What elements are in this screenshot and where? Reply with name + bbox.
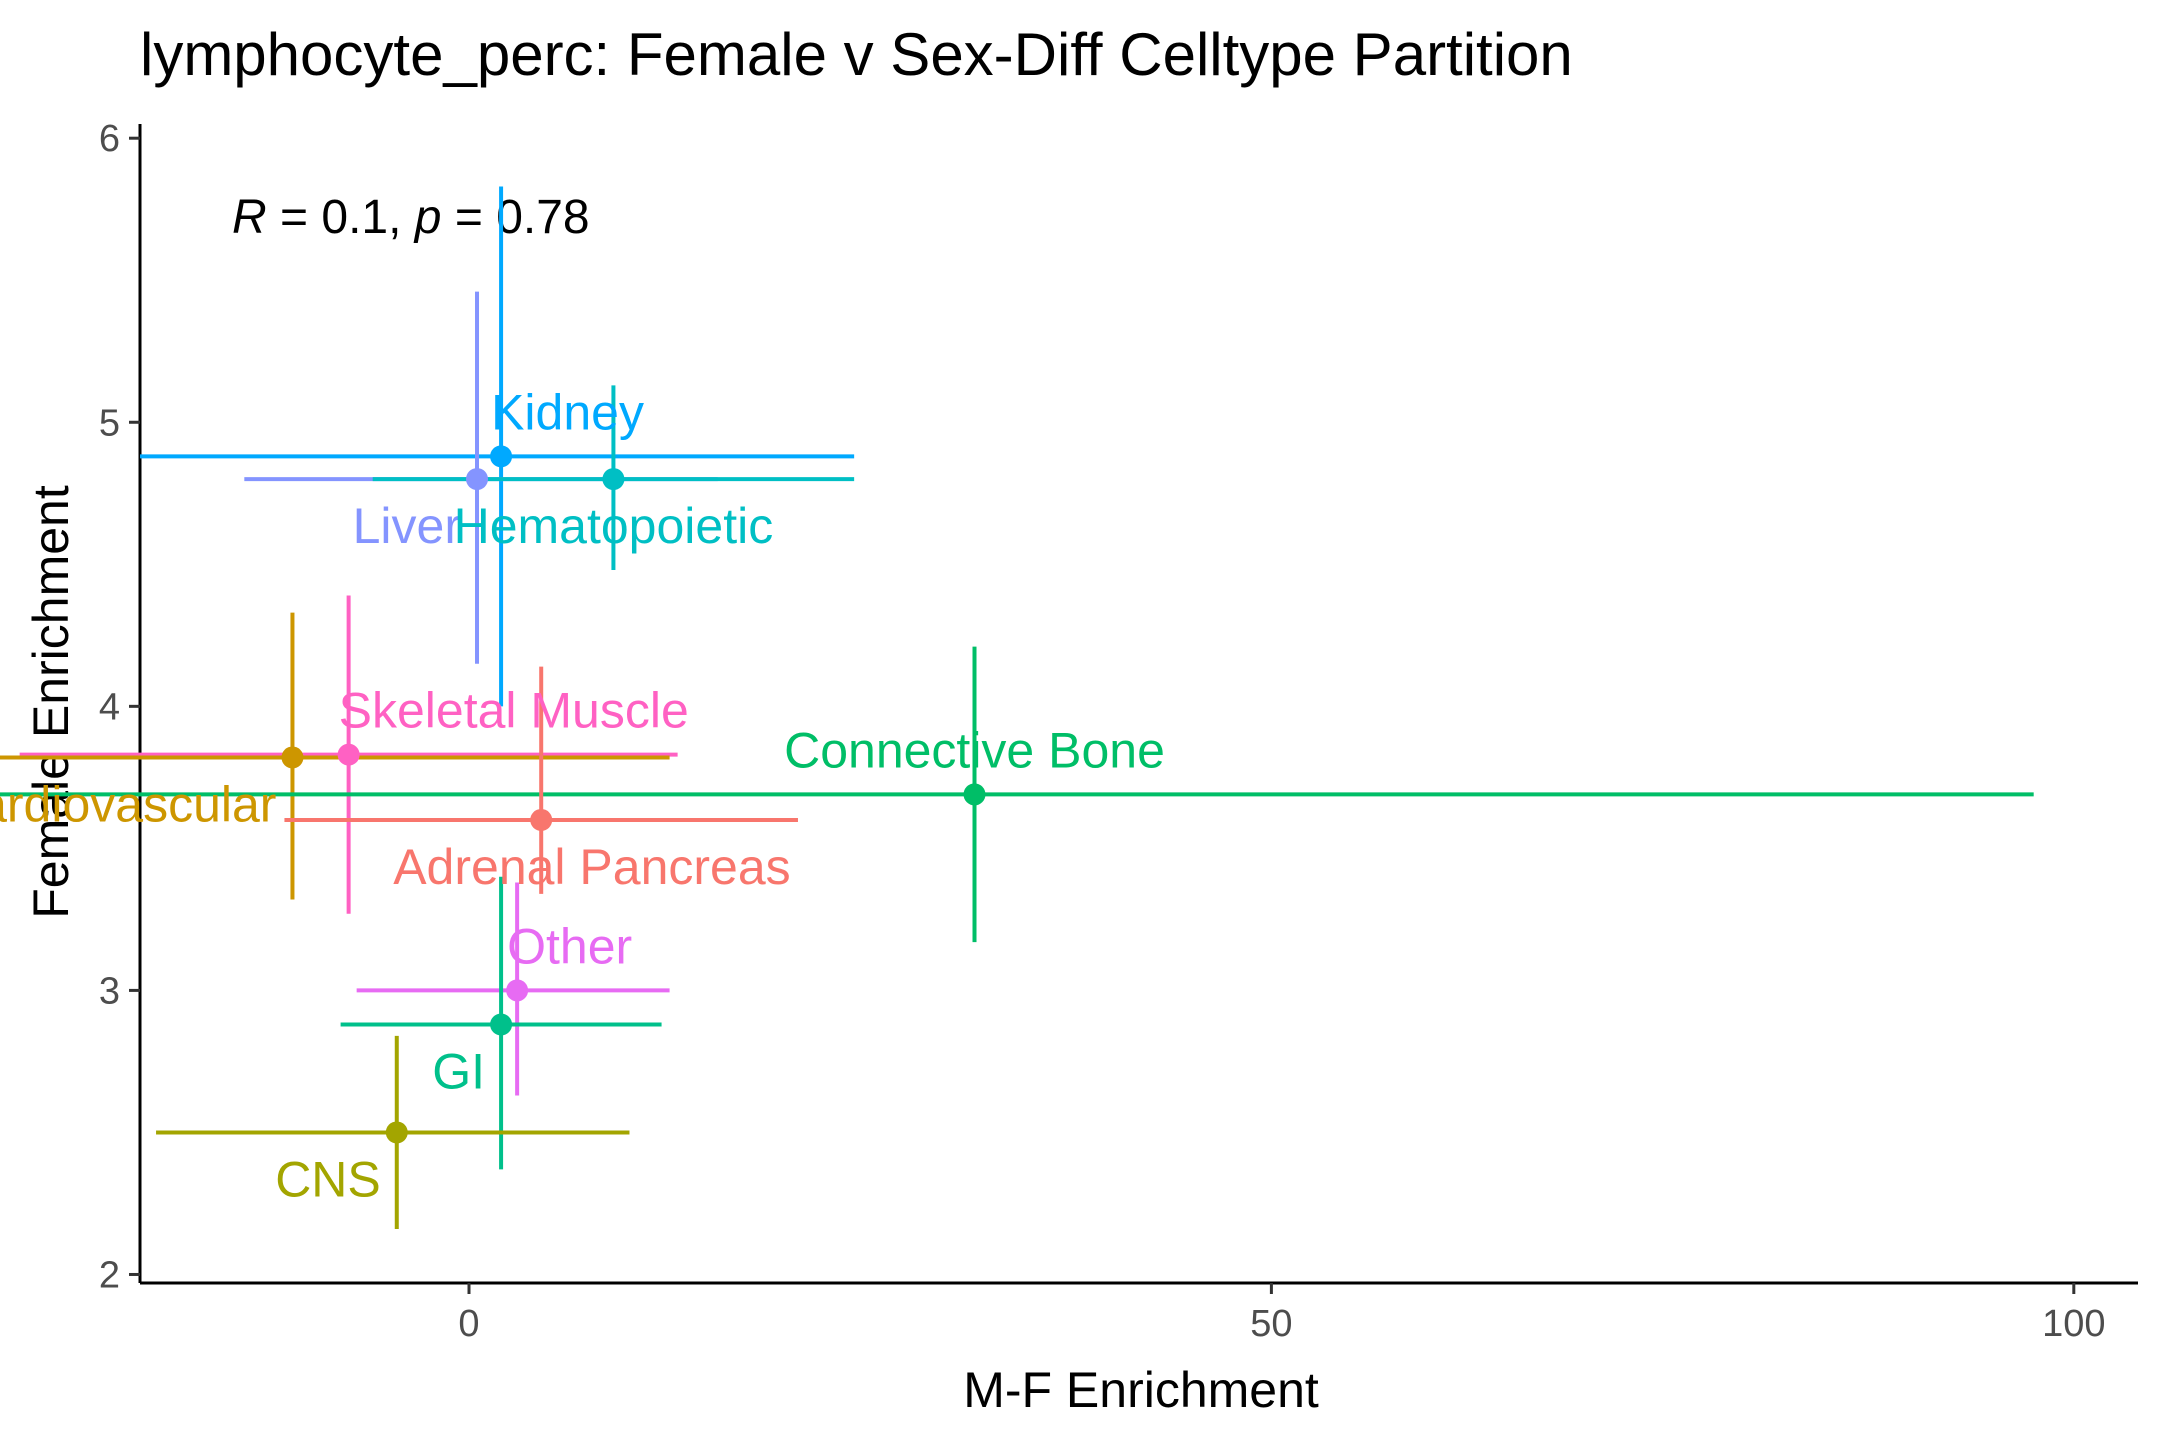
axes (138, 124, 2138, 1285)
hematopoietic-label: Hematopoietic (454, 498, 774, 554)
liver-point (466, 468, 489, 491)
cardiovascular-label: Cardiovascular (0, 776, 276, 832)
x-tick-label: 0 (458, 1303, 479, 1345)
other-point (506, 979, 529, 1002)
cns-point (385, 1121, 408, 1144)
x-ticks: 0 50 100 (458, 1283, 2106, 1345)
liver-label: Liver (353, 498, 461, 554)
hematopoietic-point (602, 468, 625, 491)
adrenal-pancreas-label: Adrenal Pancreas (393, 839, 790, 895)
y-tick-label: 4 (99, 686, 120, 728)
y-tick-label: 2 (99, 1254, 120, 1296)
error-bars (0, 186, 2034, 1230)
adrenal-pancreas-point (530, 808, 553, 831)
skeletal-muscle-point (337, 743, 360, 766)
cns-label: CNS (275, 1151, 381, 1207)
kidney-point (490, 445, 513, 468)
p-symbol: p (413, 191, 442, 244)
y-tick-label: 3 (99, 970, 120, 1012)
x-tick-label: 100 (2042, 1303, 2105, 1345)
connective-bone-label: Connective Bone (784, 722, 1165, 778)
kidney-label: Kidney (491, 384, 644, 440)
cardiovascular-point (281, 746, 304, 769)
r-symbol: R (232, 191, 267, 244)
gi-label: GI (432, 1043, 485, 1099)
x-tick-label: 50 (1250, 1303, 1292, 1345)
skeletal-muscle-label: Skeletal Muscle (339, 683, 689, 739)
y-ticks: 2 3 4 5 6 (99, 118, 140, 1296)
correlation-annotation: R = 0.1, p = 0.78 (232, 191, 590, 244)
chart-title: lymphocyte_perc: Female v Sex-Diff Cellt… (140, 21, 1573, 88)
p-value: = 0.78 (441, 191, 589, 244)
y-tick-label: 6 (99, 118, 120, 160)
y-tick-label: 5 (99, 402, 120, 444)
x-axis-title: M-F Enrichment (963, 1362, 1319, 1418)
data-points (281, 445, 986, 1144)
connective-bone-point (963, 783, 986, 806)
y-axis-title: Female Enrichment (23, 485, 79, 919)
r-value: = 0.1, (267, 191, 415, 244)
gi-point (490, 1013, 513, 1036)
other-label: Other (507, 918, 632, 974)
